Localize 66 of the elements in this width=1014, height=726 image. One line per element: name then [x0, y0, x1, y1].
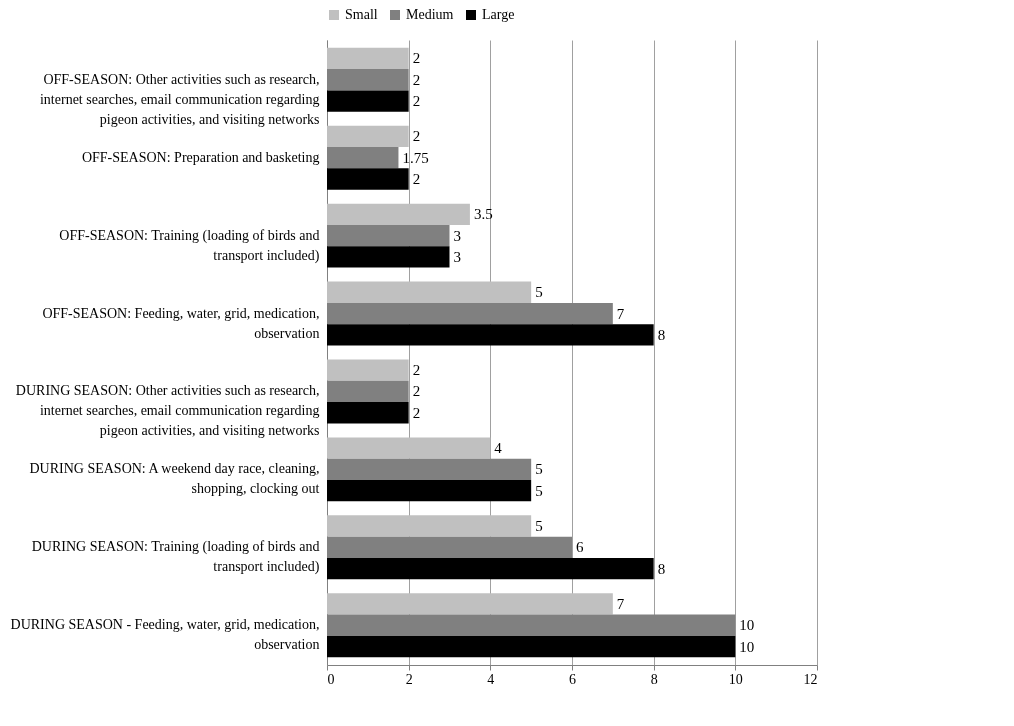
data-label: 8	[657, 560, 666, 577]
data-label: 10	[739, 617, 755, 634]
y-tick-label: DURING SEASON: Training (loading of birds and transport included)	[31, 539, 320, 576]
bar	[327, 635, 736, 658]
x-tick-label: 8	[650, 671, 658, 687]
y-tick-label: OFF-SEASON: Feeding, water, grid, medication, observation	[42, 305, 320, 341]
bar	[327, 614, 736, 636]
bar	[327, 515, 532, 537]
bar	[327, 380, 409, 403]
x-tick-label: 4	[487, 671, 495, 687]
data-label: 5	[535, 284, 543, 301]
bar	[327, 147, 399, 169]
x-tick-label: 12	[803, 671, 818, 687]
bar	[327, 125, 409, 148]
bar	[327, 593, 613, 615]
bar	[327, 359, 409, 381]
data-label: 7	[616, 305, 625, 322]
bar	[327, 168, 409, 190]
y-tick-label: OFF-SEASON: Preparation and basketing	[81, 149, 320, 165]
data-label: 2	[412, 128, 421, 145]
data-label: 4	[494, 440, 503, 457]
x-tick-label: 6	[569, 671, 576, 687]
bar	[327, 302, 613, 325]
data-label: 10	[739, 638, 755, 655]
legend-label: Small	[345, 7, 378, 22]
data-label: 2	[412, 362, 421, 379]
data-label: 2	[412, 170, 421, 187]
bar	[327, 203, 470, 225]
data-label: 2	[412, 404, 421, 421]
legend-label: Medium	[406, 7, 454, 22]
y-tick-label: DURING SEASON: Other activities such as research, internet searches, email communication regarding pigeon activities, and visiting networks	[15, 383, 320, 439]
bar	[327, 47, 409, 70]
data-label: 3	[453, 227, 461, 244]
legend-label: Large	[482, 7, 515, 22]
bar	[327, 224, 450, 247]
x-tick-label: 0	[327, 671, 335, 687]
bar	[327, 324, 654, 346]
data-label: 3.5	[473, 206, 493, 223]
bar	[327, 90, 409, 112]
bar	[327, 281, 532, 303]
data-label: 7	[616, 595, 625, 612]
data-label: 5	[535, 482, 543, 499]
bar	[327, 437, 491, 459]
y-tick-label: DURING SEASON: A weekend day race, cleaning, shopping, clocking out	[29, 461, 320, 497]
data-label: 2	[412, 71, 421, 88]
bar	[327, 69, 409, 91]
bar	[327, 480, 532, 502]
bar	[327, 557, 654, 580]
data-label: 8	[657, 326, 666, 343]
y-tick-label: OFF-SEASON: Training (loading of birds and transport included)	[59, 227, 320, 264]
data-label: 5	[535, 461, 543, 478]
bar	[327, 402, 409, 424]
data-label: 2	[412, 50, 421, 67]
data-label: 6	[576, 539, 584, 556]
data-label: 1.75	[402, 149, 429, 166]
bar	[327, 536, 572, 558]
x-tick-label: 2	[405, 671, 413, 687]
bar	[327, 246, 450, 268]
x-tick-label: 10	[728, 671, 743, 687]
y-tick-label: OFF-SEASON: Other activities such as research, internet searches, email communication regarding pigeon activities, and visiting networks	[39, 71, 320, 127]
data-label: 5	[535, 518, 543, 535]
data-label: 2	[412, 93, 421, 110]
bar	[327, 458, 532, 481]
y-tick-label: DURING SEASON - Feeding, water, grid, medication, observation	[10, 617, 320, 653]
data-label: 2	[412, 383, 421, 400]
data-label: 3	[453, 248, 461, 265]
